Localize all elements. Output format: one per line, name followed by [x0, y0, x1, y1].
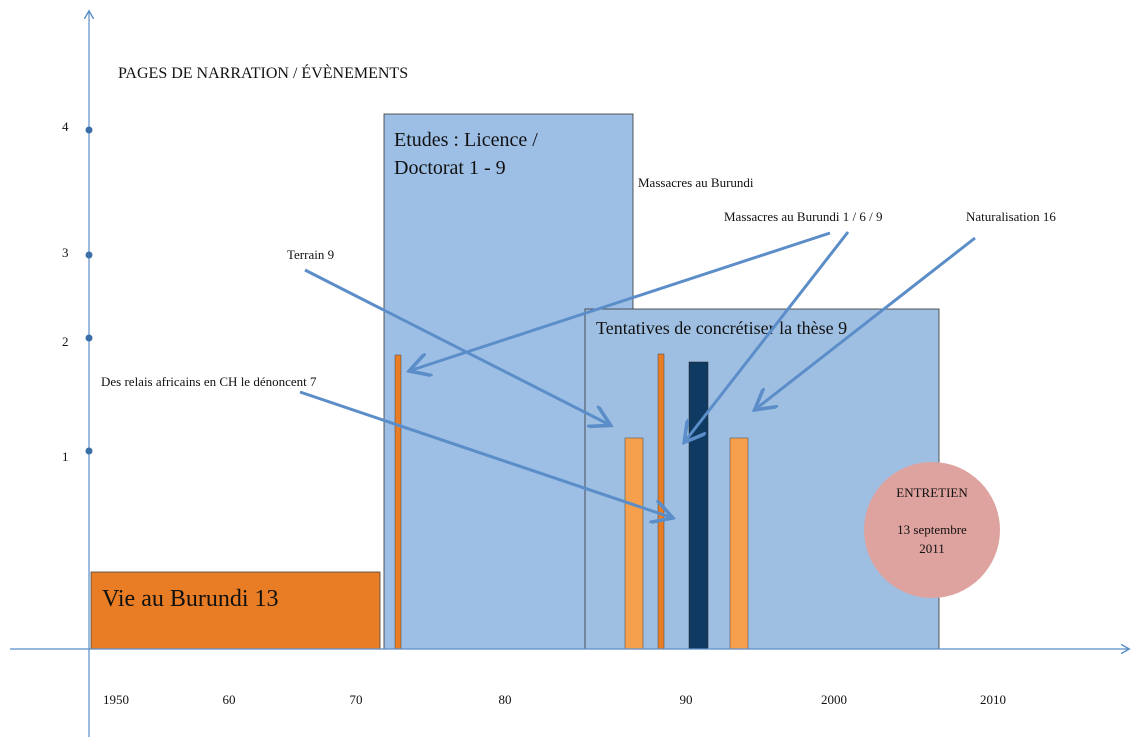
interview-text: 2011 — [919, 541, 945, 556]
box-burundi — [90, 571, 381, 650]
interview-circle — [864, 462, 1000, 598]
y-tick-label: 4 — [62, 119, 69, 134]
y-tick — [85, 251, 93, 259]
y-tick — [85, 334, 93, 342]
x-tick-label: 2000 — [821, 692, 847, 707]
annotation: Naturalisation 16 — [966, 209, 1056, 224]
event-bar — [394, 354, 402, 650]
x-tick-label: 90 — [680, 692, 693, 707]
arrow — [304, 268, 608, 424]
event-bar — [624, 437, 644, 650]
event-bar — [657, 353, 665, 650]
event-bar — [688, 361, 709, 650]
box-label: Etudes : Licence / — [394, 129, 538, 151]
annotation: Terrain 9 — [287, 247, 334, 262]
y-tick-label: 3 — [62, 245, 69, 260]
x-tick-label: 80 — [499, 692, 512, 707]
arrow — [412, 231, 831, 370]
y-tick-label: 1 — [62, 449, 69, 464]
box-label: Vie au Burundi 13 — [102, 586, 279, 612]
arrow — [686, 231, 850, 440]
annotation: Des relais africains en CH le dénoncent … — [101, 374, 317, 389]
interview-text: 13 septembre — [897, 522, 967, 537]
box-label: Doctorat 1 - 9 — [394, 157, 506, 179]
x-tick-label: 70 — [350, 692, 363, 707]
y-tick — [85, 126, 93, 134]
x-tick-label: 1950 — [103, 692, 129, 707]
title: PAGES DE NARRATION / ÉVÈNEMENTS — [118, 63, 408, 82]
y-tick-label: 2 — [62, 334, 69, 349]
event-bar — [729, 437, 749, 650]
arrow — [299, 390, 670, 517]
interview-text: ENTRETIEN — [896, 485, 968, 500]
x-tick-label: 60 — [223, 692, 236, 707]
annotation: Massacres au Burundi — [638, 175, 754, 190]
annotation: Massacres au Burundi 1 / 6 / 9 — [724, 209, 883, 224]
box-tentatives — [584, 308, 940, 650]
y-tick — [85, 447, 93, 455]
arrow — [757, 236, 976, 408]
x-tick-label: 2010 — [980, 692, 1006, 707]
arrows — [299, 231, 976, 517]
box-label: Tentatives de concrétiser la thèse 9 — [596, 318, 847, 338]
